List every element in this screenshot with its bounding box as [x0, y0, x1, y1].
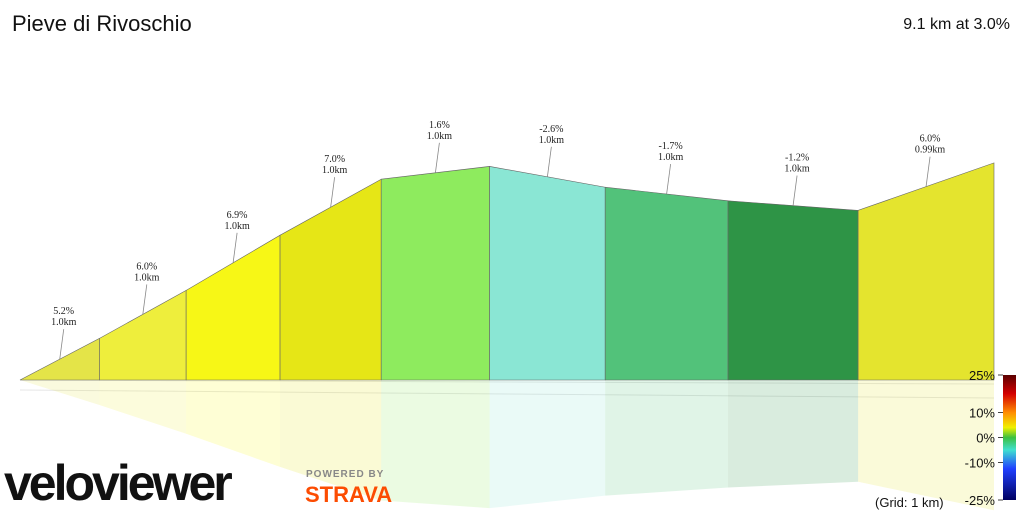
leader-line	[666, 163, 672, 195]
segment	[99, 289, 187, 381]
colorbar-label: 25%	[969, 368, 995, 383]
reflection	[605, 380, 729, 496]
distance-label: 1.0km	[427, 131, 453, 142]
gradient-label: -2.6%	[539, 124, 563, 135]
colorbar-label: 0%	[976, 431, 995, 446]
leader-line	[925, 156, 931, 187]
colorbar-label: 10%	[969, 406, 995, 421]
reflection	[381, 380, 490, 509]
gradient-label: 6.0%	[920, 134, 941, 145]
colorbar-label: -25%	[965, 493, 996, 508]
reflection	[99, 380, 187, 434]
strava: STRAVA	[305, 482, 392, 507]
powered-by: POWERED BY	[306, 469, 384, 480]
distance-label: 1.0km	[224, 221, 250, 232]
segment	[727, 200, 859, 381]
segment	[489, 166, 606, 381]
colorbar-label: -10%	[965, 456, 996, 471]
segment	[380, 166, 490, 381]
gradient-label: 7.0%	[324, 154, 345, 165]
reflection	[858, 380, 994, 511]
segment	[185, 234, 281, 381]
distance-label: 1.0km	[784, 164, 810, 175]
reflection	[20, 380, 100, 405]
reflection	[186, 380, 281, 467]
leader-line	[546, 146, 552, 177]
distance-label: 1.0km	[322, 165, 348, 176]
leader-line	[232, 232, 238, 263]
floor-grid	[19, 379, 995, 399]
leader-line	[434, 142, 440, 173]
distance-label: 1.0km	[51, 317, 77, 328]
distance-label: 0.99km	[915, 145, 946, 156]
gradient-label: 5.2%	[53, 306, 74, 317]
subtitle: 9.1 km at 3.0%	[903, 16, 1010, 33]
title: Pieve di Rivoschio	[12, 11, 192, 36]
leader-line	[330, 177, 336, 208]
gradient-label: 1.6%	[429, 120, 450, 131]
gradient-label: -1.7%	[659, 141, 683, 152]
colorbar	[1003, 375, 1016, 500]
reflection	[728, 380, 859, 488]
grid-note: (Grid: 1 km)	[875, 495, 944, 510]
segment	[279, 178, 382, 381]
distance-label: 1.0km	[539, 135, 565, 146]
reflection	[489, 380, 606, 509]
leader-line	[59, 329, 65, 360]
gradient-label: -1.2%	[785, 153, 809, 164]
logo: veloviewer	[4, 455, 232, 511]
segment	[604, 186, 729, 381]
distance-label: 1.0km	[134, 272, 160, 283]
gradient-label: 6.9%	[227, 210, 248, 221]
gradient-label: 6.0%	[136, 261, 157, 272]
segment	[857, 162, 995, 381]
reflection	[280, 380, 382, 501]
leader-line	[142, 284, 148, 315]
leader-line	[792, 175, 798, 206]
distance-label: 1.0km	[658, 152, 684, 163]
